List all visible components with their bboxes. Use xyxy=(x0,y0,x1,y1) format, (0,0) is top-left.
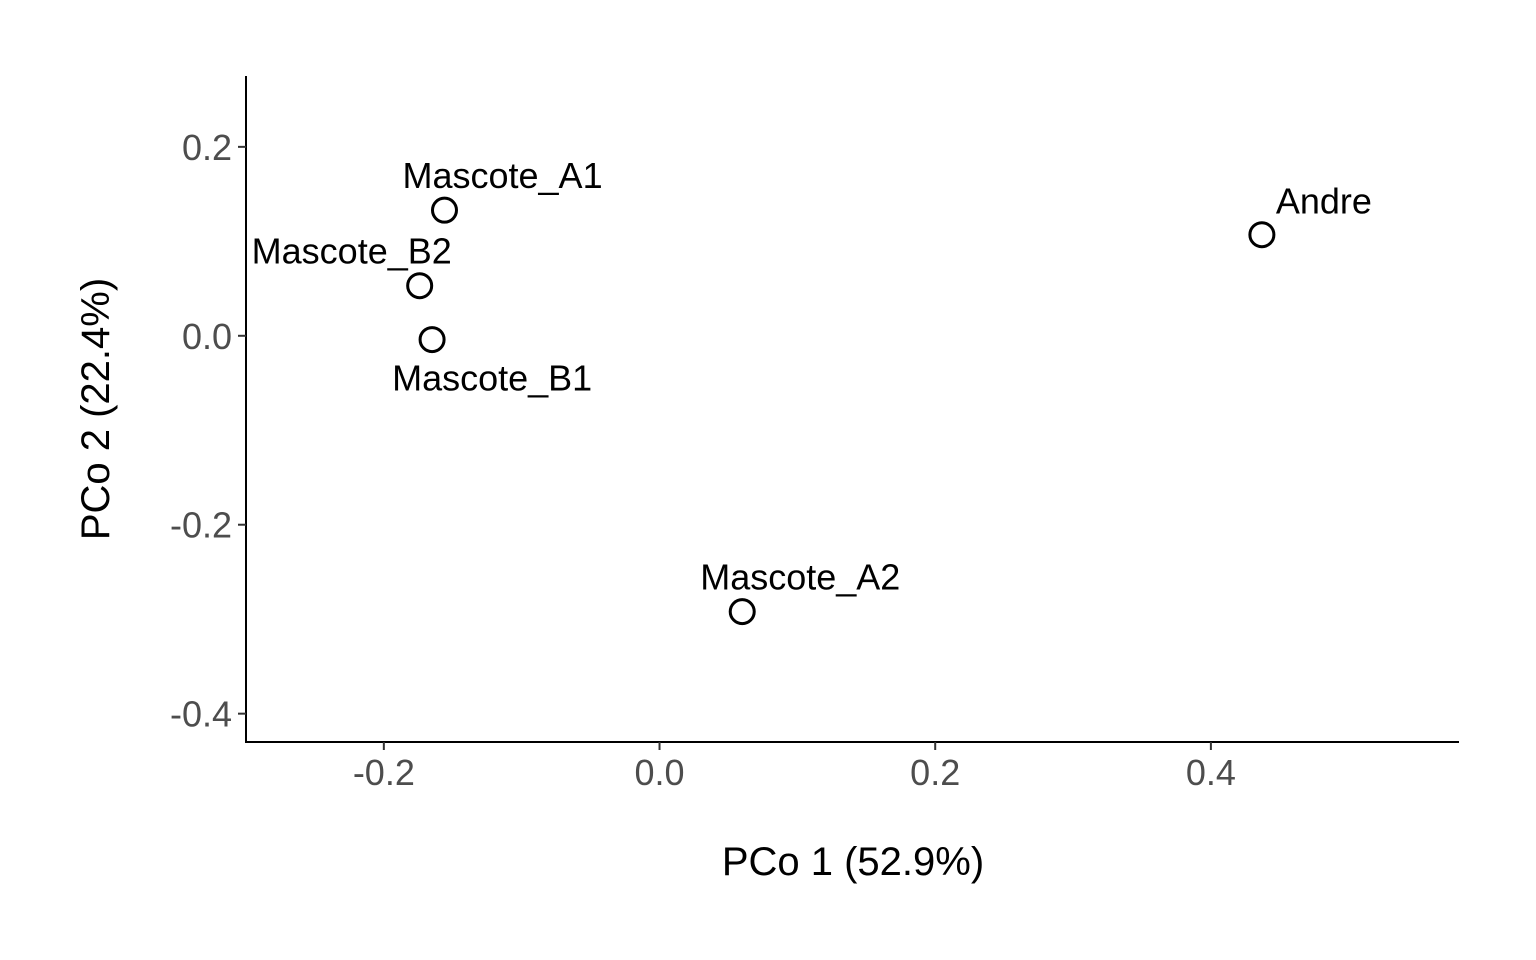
x-tick-label: 0.2 xyxy=(910,752,960,793)
y-tick-label: 0.2 xyxy=(182,127,232,168)
data-point xyxy=(1248,221,1276,249)
point-label: Andre xyxy=(1276,181,1372,222)
data-point xyxy=(430,196,458,224)
y-tick-label: 0.0 xyxy=(182,316,232,357)
y-tick-label: -0.4 xyxy=(170,694,232,735)
data-points: Mascote_A1 Mascote_B2 Mascote_B1 Mascote_A2… xyxy=(252,155,1372,626)
y-tick-label: -0.2 xyxy=(170,505,232,546)
y-axis-title: PCo 2 (22.4%) xyxy=(74,278,118,540)
data-point xyxy=(406,272,434,300)
point-label: Mascote_B2 xyxy=(252,231,452,272)
x-tick-label: 0.4 xyxy=(1186,752,1236,793)
x-tick-label: -0.2 xyxy=(353,752,415,793)
ticks: -0.2 0.0 0.2 0.4 -0.4 -0.2 0.0 0.2 xyxy=(170,127,1236,793)
axis-titles: PCo 1 (52.9%) PCo 2 (22.4%) xyxy=(74,278,984,884)
point-label: Mascote_A2 xyxy=(700,557,900,598)
point-label: Mascote_A1 xyxy=(402,155,602,196)
x-tick-label: 0.0 xyxy=(634,752,684,793)
x-axis-title: PCo 1 (52.9%) xyxy=(722,840,984,884)
point-label: Mascote_B1 xyxy=(392,358,592,399)
axes xyxy=(245,76,1459,743)
data-point xyxy=(728,598,756,626)
data-point xyxy=(418,326,446,354)
